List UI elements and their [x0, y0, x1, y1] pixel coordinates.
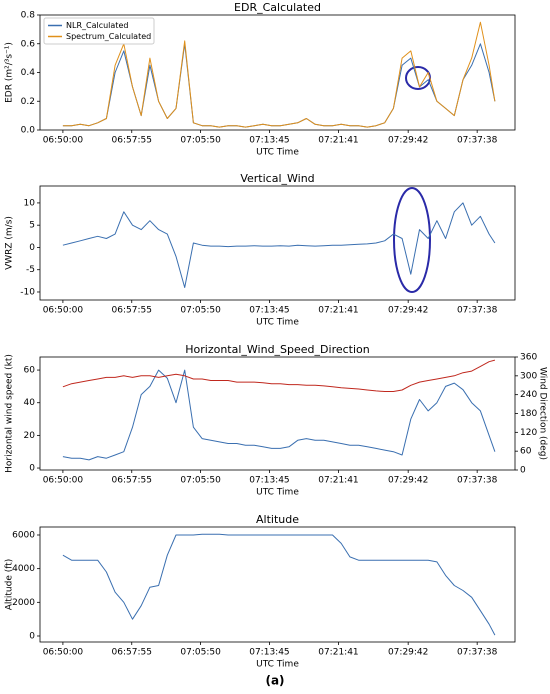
x-tick-label: 07:29:42	[388, 648, 428, 658]
x-axis-label: UTC Time	[256, 660, 299, 670]
x-tick-label: 06:57:55	[112, 648, 152, 658]
x-tick-label: 06:50:00	[43, 306, 84, 316]
highlight-circle	[405, 66, 431, 90]
y-tick-label: 10	[24, 198, 36, 208]
caption: (a)	[265, 674, 284, 688]
y-tick-label: 0	[29, 631, 35, 641]
y-tick-label: 60	[24, 366, 36, 376]
chart-title: Horizontal_Wind_Speed_Direction	[185, 343, 370, 356]
x-tick-label: 07:05:50	[180, 306, 221, 316]
y2-tick-label: 300	[520, 371, 537, 381]
x-tick-label: 06:50:00	[43, 136, 84, 146]
y2-axis-label: Wind Direction (deg)	[538, 367, 548, 460]
y-axis-label: Altitude (ft)	[5, 559, 15, 611]
y-tick-label: 0.8	[21, 11, 36, 21]
y-tick-label: 5	[29, 221, 35, 231]
y-tick-label: 0	[29, 464, 35, 474]
x-tick-label: 06:57:55	[112, 306, 152, 316]
x-tick-label: 07:21:41	[318, 476, 358, 486]
y-tick-label: 0	[29, 243, 35, 253]
y-axis-label: Horizontal wind speed (kt)	[5, 354, 15, 473]
y-tick-label: 0.0	[21, 126, 36, 136]
y2-tick-label: 360	[520, 353, 537, 363]
y-tick-label: 2000	[12, 598, 35, 608]
data-line	[62, 202, 496, 288]
x-tick-label: 07:37:38	[457, 476, 498, 486]
x-tick-label: 07:21:41	[318, 648, 358, 658]
y-tick-label: 40	[24, 398, 36, 408]
y-tick-label: 0.6	[21, 39, 36, 49]
x-axis-label: UTC Time	[256, 148, 299, 158]
x-tick-label: 06:57:55	[112, 476, 152, 486]
y-axis-label: EDR (m²/³s⁻¹)	[5, 42, 15, 103]
y-axis-label: VWRZ (m/s)	[5, 216, 15, 270]
y2-tick-label: 180	[520, 409, 537, 419]
y-tick-label: 0.4	[21, 68, 36, 78]
y-tick-label: 4000	[12, 564, 35, 574]
y2-tick-label: 0	[520, 466, 526, 476]
data-line	[62, 359, 496, 392]
x-tick-label: 07:13:45	[249, 136, 289, 146]
data-line	[62, 369, 496, 461]
x-tick-label: 07:13:45	[249, 306, 289, 316]
x-tick-label: 07:05:50	[180, 476, 221, 486]
y2-tick-label: 120	[520, 428, 537, 438]
x-tick-label: 06:50:00	[43, 648, 84, 658]
x-tick-label: 07:37:38	[457, 306, 498, 316]
plot-frame	[39, 14, 516, 131]
highlight-ellipse	[393, 187, 431, 293]
data-line	[62, 21, 496, 128]
y2-tick-label: 240	[520, 390, 537, 400]
x-axis-label: UTC Time	[256, 488, 299, 498]
x-tick-label: 06:50:00	[43, 476, 84, 486]
chart-title: Vertical_Wind	[240, 172, 314, 185]
x-tick-label: 07:21:41	[318, 136, 358, 146]
x-tick-label: 07:05:50	[180, 648, 221, 658]
x-tick-label: 07:29:42	[388, 476, 428, 486]
x-axis-label: UTC Time	[256, 318, 299, 328]
y-tick-label: -10	[20, 287, 35, 297]
legend-label: NLR_Calculated	[66, 21, 128, 30]
plot-frame	[39, 526, 516, 643]
x-tick-label: 07:05:50	[180, 136, 221, 146]
legend-box	[43, 17, 155, 45]
chart-title: EDR_Calculated	[234, 1, 321, 14]
x-tick-label: 07:13:45	[249, 476, 289, 486]
x-tick-label: 06:57:55	[112, 136, 152, 146]
x-tick-label: 07:29:42	[388, 136, 428, 146]
legend-label: Spectrum_Calculated	[66, 32, 151, 41]
x-tick-label: 07:13:45	[249, 648, 289, 658]
x-tick-label: 07:21:41	[318, 306, 358, 316]
y-tick-label: 0.2	[21, 97, 35, 107]
x-tick-label: 07:37:38	[457, 136, 498, 146]
x-tick-label: 07:37:38	[457, 648, 498, 658]
chart-title: Altitude	[256, 513, 299, 526]
data-line	[62, 43, 496, 128]
y-tick-label: 6000	[12, 530, 35, 540]
x-tick-label: 07:29:42	[388, 306, 428, 316]
data-line	[62, 533, 496, 636]
y-tick-label: -5	[26, 265, 35, 275]
y-tick-label: 20	[24, 431, 36, 441]
y2-tick-label: 60	[520, 447, 532, 457]
plot-frame	[39, 185, 516, 301]
plot-frame	[39, 356, 516, 471]
